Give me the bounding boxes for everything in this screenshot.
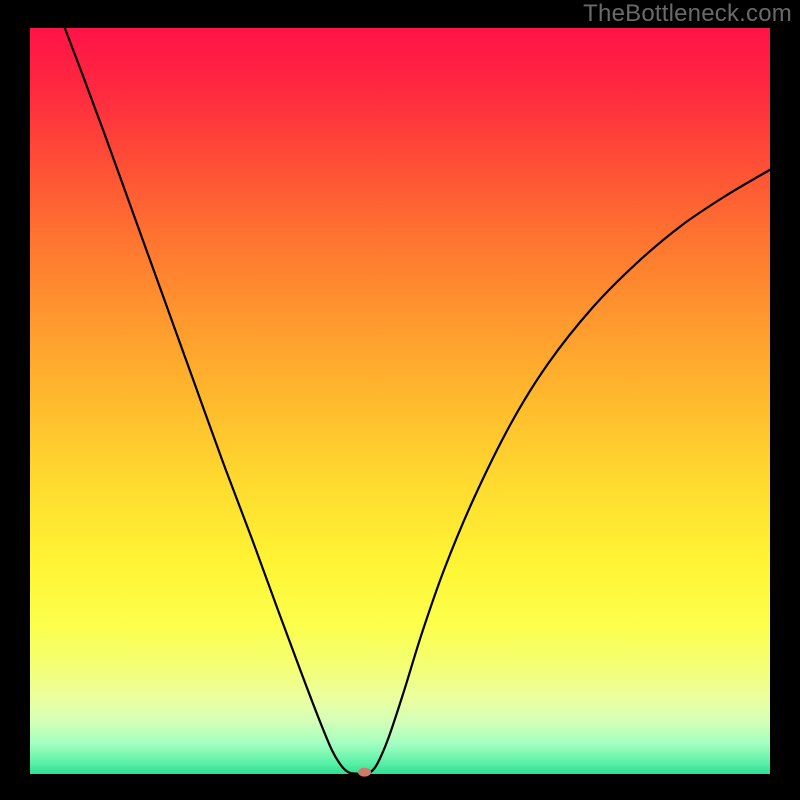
optimum-marker bbox=[358, 768, 371, 777]
plot-background bbox=[30, 28, 770, 774]
bottleneck-curve-chart bbox=[0, 0, 800, 800]
chart-container: TheBottleneck.com bbox=[0, 0, 800, 800]
watermark-text: TheBottleneck.com bbox=[583, 0, 792, 28]
